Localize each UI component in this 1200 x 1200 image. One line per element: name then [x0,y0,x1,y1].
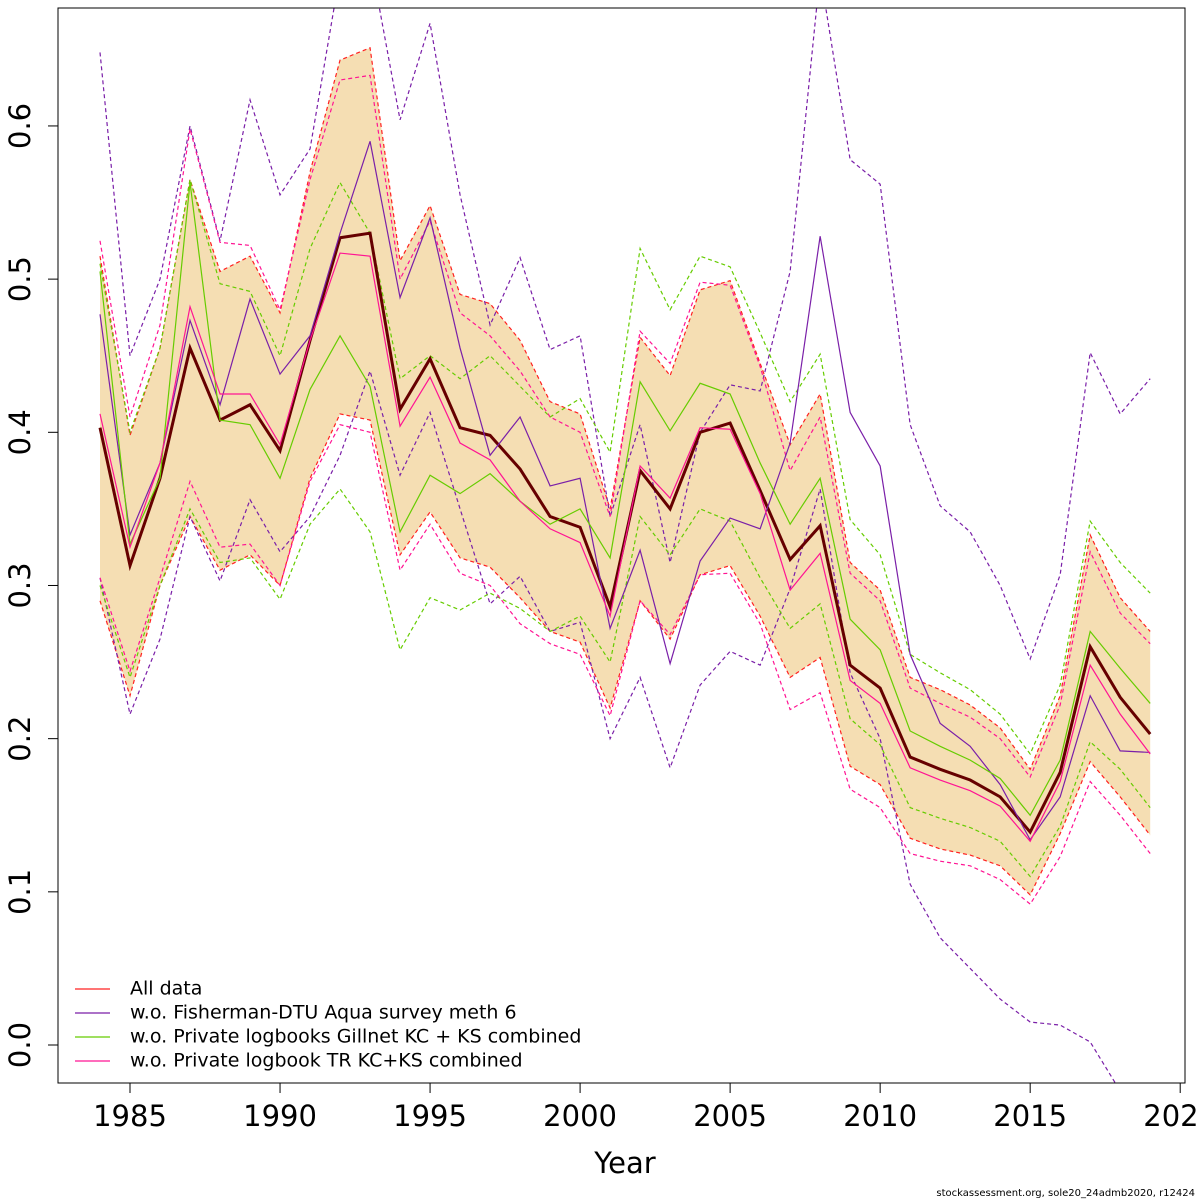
x-tick-label: 2015 [993,1099,1067,1133]
ci-lower-line [99,369,1117,1083]
plot-area [98,8,1152,1083]
y-tick-label: 0.4 [3,409,37,455]
y-tick-label: 0.1 [3,869,37,915]
x-tick-label: 1985 [93,1099,167,1133]
footer: stockassessment.org, sole20_24admb2020, … [936,1188,1195,1199]
x-axis-label: Year [593,1146,655,1180]
y-tick-label: 0.2 [3,716,37,762]
legend-label: w.o. Fisherman-DTU Aqua survey meth 6 [130,1002,517,1024]
x-tick-label: 2010 [843,1099,917,1133]
x-tick-label: 2000 [543,1099,617,1133]
x-tick-label: 2020 [1143,1099,1200,1133]
y-tick-label: 0.3 [3,562,37,608]
x-tick-label: 1990 [243,1099,317,1133]
ci-upper-line [99,8,1151,661]
y-tick-label: 0.6 [3,103,37,149]
y-tick-label: 0.0 [3,1022,37,1068]
y-tick-label: 0.5 [3,256,37,302]
ci-upper-line [99,46,1151,771]
legend-label: w.o. Private logbooks Gillnet KC + KS co… [130,1026,581,1048]
legend-label: All data [130,978,202,1000]
ci-upper-line [99,74,1151,779]
x-tick-label: 1995 [393,1099,467,1133]
ci-lower-line [99,423,1151,905]
ci-lower-line [99,413,1151,896]
x-tick-label: 2005 [693,1099,767,1133]
series-line [99,182,1151,817]
series-line [99,141,1151,841]
series-line [99,252,1151,843]
ci-upper-line [99,179,1151,756]
legend-label: w.o. Private logbook TR KC+KS combined [130,1050,523,1072]
